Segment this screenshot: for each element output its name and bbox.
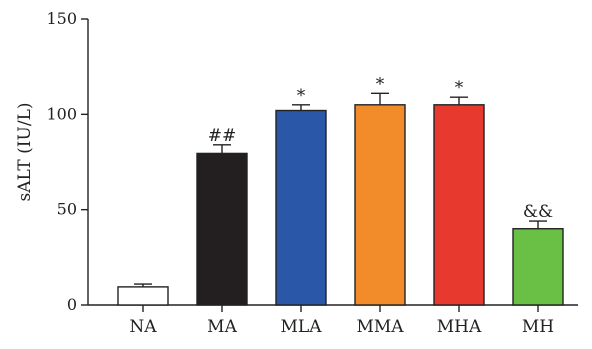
y-tick-label: 100: [46, 104, 77, 123]
y-axis-title: sALT (IU/L): [15, 103, 35, 202]
annotation-mh: &&: [523, 202, 553, 222]
bars: [117, 104, 564, 306]
bar-mma: [354, 104, 406, 306]
bar-mla: [275, 109, 327, 306]
y-tick-label: 0: [67, 295, 77, 314]
category-label-na: NA: [129, 317, 157, 337]
category-label-mha: MHA: [437, 317, 482, 337]
significance-annotations: ## * * * &&: [208, 74, 553, 222]
x-axis: NA MA MLA MMA MHA MH: [88, 304, 578, 337]
annotation-ma: ##: [208, 126, 237, 146]
bar-mha: [433, 104, 485, 306]
category-label-mma: MMA: [356, 317, 404, 337]
bar-na: [117, 286, 169, 306]
y-tick-label: 50: [57, 200, 77, 219]
y-axis: 0 50 100 150: [46, 9, 89, 314]
y-tick-label: 150: [46, 9, 77, 28]
error-bars: [134, 92, 547, 287]
bar-ma: [196, 152, 248, 306]
annotation-mha: *: [455, 78, 464, 98]
category-label-ma: MA: [207, 317, 237, 337]
bar-mh: [512, 228, 564, 306]
annotation-mma: *: [376, 74, 385, 94]
annotation-mla: *: [297, 86, 306, 106]
category-label-mh: MH: [522, 317, 554, 337]
category-label-mla: MLA: [281, 317, 323, 337]
